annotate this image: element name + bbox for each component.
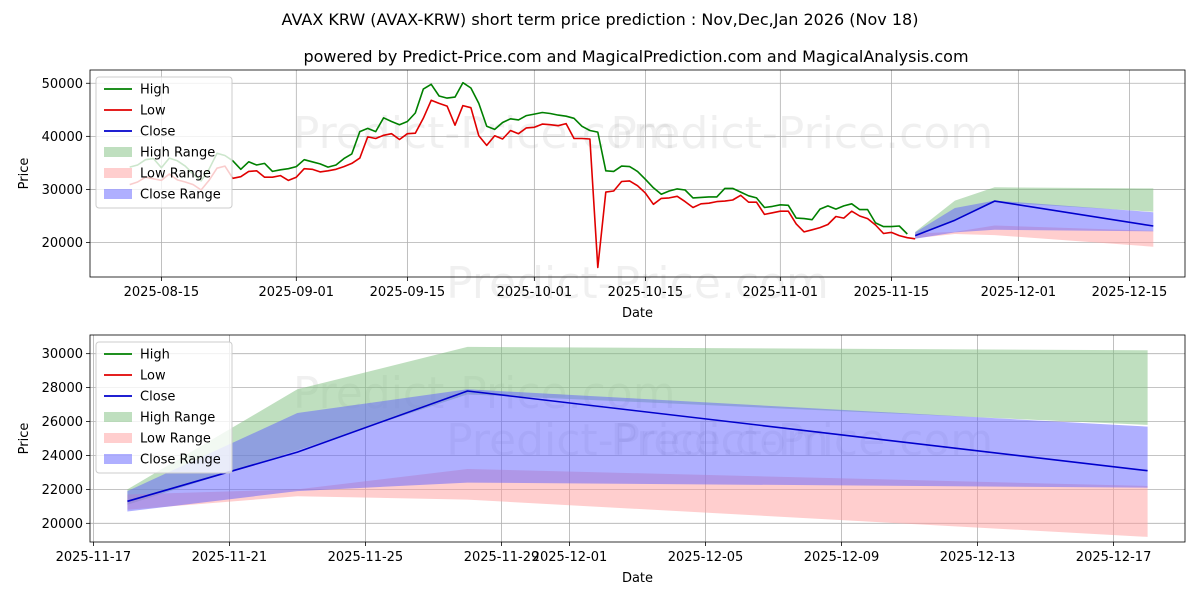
high-range-band [915, 187, 1154, 237]
x-tick-label: 2025-09-15 [370, 285, 446, 300]
x-tick-label: 2025-10-01 [497, 285, 573, 300]
x-tick-label: 2025-11-01 [743, 285, 819, 300]
legend-label: Low [140, 369, 166, 384]
x-tick-label: 2025-12-15 [1092, 285, 1168, 300]
y-tick-label: 20000 [42, 236, 83, 251]
x-tick-label: 2025-12-01 [981, 285, 1057, 300]
x-tick-label: 2025-08-15 [124, 285, 200, 300]
x-tick-label: 2025-10-15 [608, 285, 684, 300]
x-tick-label: 2025-12-05 [668, 550, 744, 565]
legend-label: Close Range [140, 188, 221, 203]
legend: High Low Close High Range Low Range Close Ran… [95, 341, 233, 474]
plot-area [127, 346, 1148, 537]
x-tick-label: 2025-11-15 [854, 285, 930, 300]
legend-swatch-low-range [104, 168, 132, 178]
bottom-chart: Predict-Price.comPredict-Price.comPredic… [17, 334, 1186, 586]
y-tick-label: 30000 [42, 183, 83, 198]
close-line [127, 390, 1148, 503]
x-tick-label: 2025-12-09 [804, 550, 880, 565]
x-tick-label: 2025-11-17 [56, 550, 132, 565]
y-tick-label: 50000 [42, 77, 83, 92]
legend-label: High [140, 83, 170, 98]
legend-swatch-close-range [104, 189, 132, 199]
legend-label: High Range [140, 146, 215, 161]
high-line [129, 81, 908, 235]
legend-label: Low Range [140, 432, 211, 447]
low-line [129, 99, 916, 269]
watermark-text: Predict-Price.com [446, 258, 829, 309]
high-range-band [127, 346, 1148, 505]
legend-swatch-low-range [104, 433, 132, 443]
legend-label: High Range [140, 411, 215, 426]
y-tick-label: 20000 [42, 517, 83, 532]
x-axis-label: Date [622, 571, 653, 586]
watermark-text: Predict-Price.com [293, 108, 676, 159]
legend-label: Low [140, 104, 166, 119]
axes-frame [89, 334, 1186, 543]
x-tick-label: 2025-12-01 [532, 550, 608, 565]
legend-swatch-high-range [104, 147, 132, 157]
top-chart: Predict-Price.comPredict-Price.comPredic… [17, 69, 1186, 321]
chart-subtitle: powered by Predict-Price.com and Magical… [303, 47, 968, 66]
watermark-text: Predict-Price.com [610, 108, 993, 159]
legend-label: Low Range [140, 167, 211, 182]
legend-swatch-high-range [104, 412, 132, 422]
y-tick-label: 28000 [42, 381, 83, 396]
chart-title: AVAX KRW (AVAX-KRW) short term price pre… [282, 10, 919, 29]
close-range-band [127, 389, 1148, 512]
legend: High Low Close High Range Low Range Close Ran… [95, 76, 233, 209]
legend-label: Close [140, 390, 175, 405]
y-tick-label: 24000 [42, 449, 83, 464]
close-line [914, 200, 1154, 237]
y-tick-label: 26000 [42, 415, 83, 430]
x-axis-label: Date [622, 306, 653, 321]
legend-label: High [140, 348, 170, 363]
legend-swatch-close-range [104, 454, 132, 464]
y-tick-label: 30000 [42, 347, 83, 362]
y-tick-label: 22000 [42, 483, 83, 498]
legend-label: Close Range [140, 453, 221, 468]
plot-area [129, 81, 1154, 269]
y-axis-label: Price [17, 423, 32, 455]
x-tick-label: 2025-12-13 [940, 550, 1016, 565]
axes-frame [89, 69, 1186, 278]
y-axis-label: Price [17, 158, 32, 190]
y-tick-label: 40000 [42, 130, 83, 145]
x-tick-label: 2025-12-17 [1076, 550, 1152, 565]
x-tick-label: 2025-11-25 [328, 550, 404, 565]
legend-label: Close [140, 125, 175, 140]
x-tick-label: 2025-11-29 [464, 550, 540, 565]
x-tick-label: 2025-09-01 [259, 285, 335, 300]
x-tick-label: 2025-11-21 [192, 550, 268, 565]
